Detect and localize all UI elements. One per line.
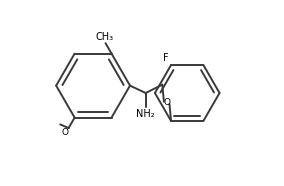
Text: NH₂: NH₂ [136,109,155,119]
Text: O: O [163,98,170,107]
Text: CH₃: CH₃ [95,32,114,42]
Text: O: O [61,128,68,137]
Text: F: F [163,53,168,63]
